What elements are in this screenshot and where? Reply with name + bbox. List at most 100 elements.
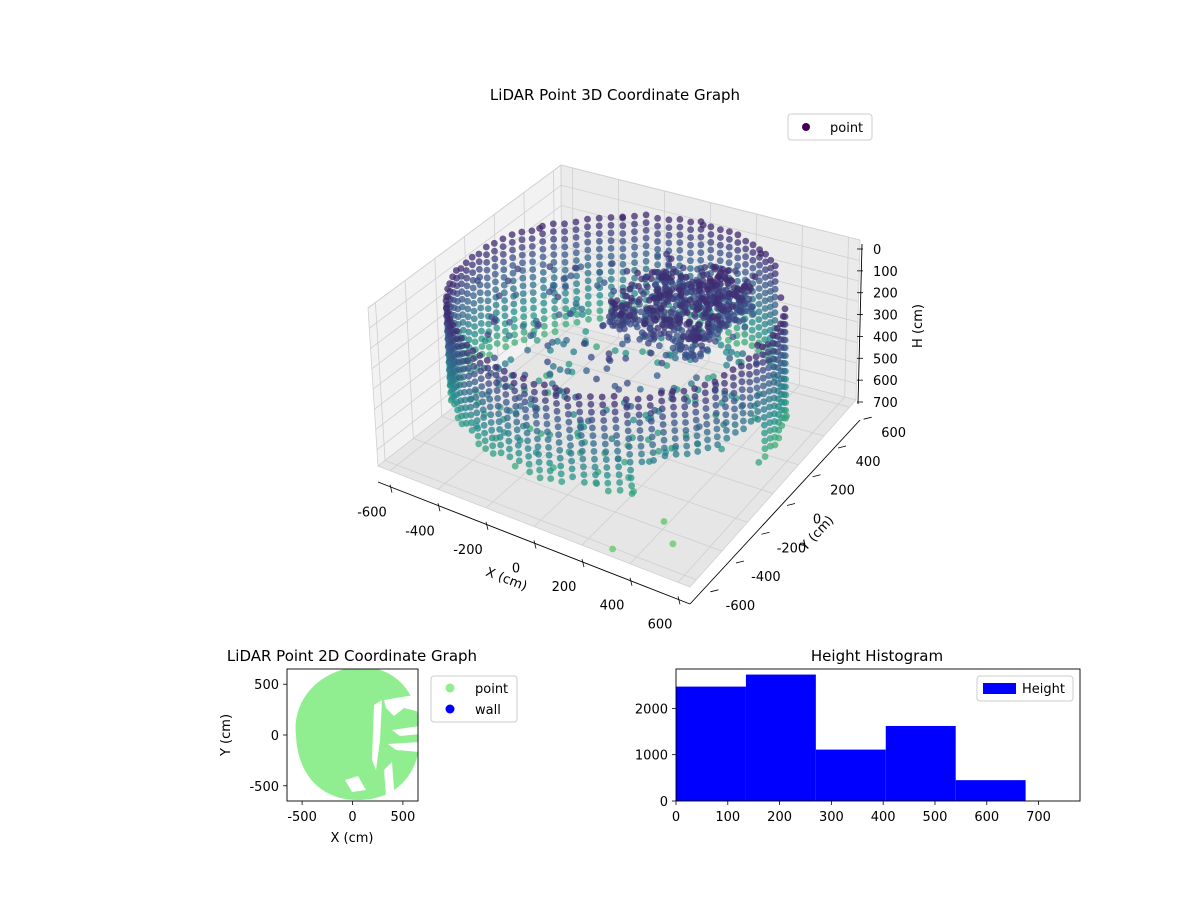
point-3d <box>567 272 575 280</box>
point-3d <box>713 417 720 425</box>
y-tick-label: -600 <box>726 599 756 614</box>
point-3d <box>581 479 588 486</box>
point-3d <box>500 258 507 266</box>
point-3d <box>676 345 684 353</box>
point-3d <box>722 419 730 426</box>
point-3d <box>571 264 579 272</box>
point-3d <box>714 441 721 449</box>
y-tick-label: -200 <box>777 541 807 556</box>
point-3d <box>756 269 763 277</box>
point-3d <box>699 221 707 229</box>
point-3d <box>771 270 779 278</box>
point-3d <box>689 278 696 286</box>
point-3d <box>712 409 720 417</box>
plot-3d: LiDAR Point 3D Coordinate Graph -600 -400… <box>357 86 926 632</box>
point-3d <box>712 402 720 409</box>
point-3d <box>485 343 493 351</box>
point-3d <box>471 330 479 338</box>
point-3d <box>701 389 709 397</box>
point-3d <box>607 275 615 283</box>
point-3d <box>639 348 646 355</box>
point-3d <box>755 300 763 308</box>
point-3d <box>759 374 767 382</box>
y-label-2d: Y (cm) <box>219 714 234 757</box>
point-3d <box>677 291 685 299</box>
point-3d <box>741 330 749 338</box>
point-3d <box>603 464 611 471</box>
point-3d <box>484 282 491 289</box>
point-3d <box>471 323 478 330</box>
point-3d <box>687 226 694 234</box>
point-3d <box>505 332 513 340</box>
point-3d <box>679 264 687 272</box>
point-3d <box>764 340 772 348</box>
point-3d <box>609 322 617 329</box>
point-3d <box>668 274 675 281</box>
point-3d <box>682 419 689 426</box>
point-3d <box>680 387 688 395</box>
point-3d <box>754 415 762 423</box>
point-3d <box>510 371 517 379</box>
point-3d <box>464 365 472 372</box>
point-3d <box>552 392 560 400</box>
point-3d <box>577 432 585 439</box>
point-3d <box>738 378 746 386</box>
point-3d <box>693 424 700 432</box>
point-3d <box>749 241 757 249</box>
point-3d <box>569 473 576 481</box>
point-3d <box>723 361 730 369</box>
point-3d <box>509 262 517 269</box>
point-3d <box>550 274 558 282</box>
point-3d <box>491 270 499 278</box>
point-3d <box>499 243 507 251</box>
point-3d <box>556 366 564 373</box>
point-3d <box>650 295 658 302</box>
point-3d <box>609 545 616 553</box>
point-3d <box>703 300 711 308</box>
point-3d <box>731 284 738 291</box>
point-3d <box>573 257 580 264</box>
point-3d <box>685 318 693 326</box>
point-3d <box>582 328 590 335</box>
y-tick-label: -400 <box>751 570 781 585</box>
point-3d <box>520 328 528 336</box>
axes-frame-histogram <box>675 668 1081 802</box>
point-3d <box>734 254 742 262</box>
point-3d <box>618 302 626 310</box>
point-3d <box>683 450 691 458</box>
point-3d <box>532 404 539 412</box>
point-3d <box>698 294 706 302</box>
point-3d <box>500 266 508 274</box>
point-3d <box>511 331 518 339</box>
point-3d <box>761 421 768 429</box>
point-3d <box>530 304 537 312</box>
point-3d <box>707 246 715 254</box>
point-3d <box>654 230 661 238</box>
point-3d <box>660 329 668 337</box>
point-3d <box>477 320 485 327</box>
x-tick-label-hist: 700 <box>1026 810 1051 825</box>
point-3d <box>681 403 689 411</box>
point-3d <box>463 349 471 357</box>
point-3d <box>603 471 611 479</box>
point-3d <box>602 456 610 463</box>
point-3d <box>734 239 742 246</box>
point-3d <box>755 277 763 285</box>
point-3d <box>749 256 757 264</box>
point-3d <box>562 305 570 312</box>
point-3d <box>540 292 548 299</box>
point-3d <box>619 276 627 284</box>
histogram-bar <box>676 686 746 801</box>
gap-2d <box>388 742 418 752</box>
point-3d <box>654 238 661 245</box>
y-tick <box>837 445 847 449</box>
point-3d <box>731 405 738 413</box>
point-3d <box>466 396 474 403</box>
point-3d <box>519 282 527 290</box>
point-3d <box>683 442 691 450</box>
point-3d <box>520 313 528 321</box>
point-3d <box>540 299 548 307</box>
point-3d <box>771 309 779 316</box>
x-label-2d: X (cm) <box>331 831 374 846</box>
x-tick-label-2d: 500 <box>390 810 415 825</box>
